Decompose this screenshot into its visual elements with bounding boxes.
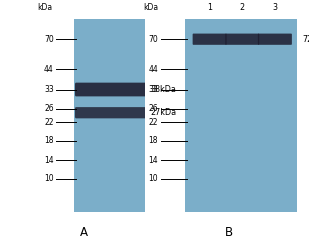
FancyBboxPatch shape <box>75 83 146 96</box>
Text: kDa: kDa <box>143 3 158 12</box>
Bar <box>185 19 297 212</box>
Text: 10: 10 <box>148 174 158 183</box>
Text: 44: 44 <box>148 65 158 74</box>
Text: 70: 70 <box>148 35 158 44</box>
Text: A: A <box>79 226 87 236</box>
Text: 38kDa: 38kDa <box>150 85 176 94</box>
Text: 33: 33 <box>44 85 54 94</box>
Text: 26: 26 <box>148 104 158 113</box>
Text: 70: 70 <box>44 35 54 44</box>
FancyBboxPatch shape <box>75 107 146 118</box>
Text: 18: 18 <box>44 136 54 145</box>
FancyBboxPatch shape <box>193 34 226 45</box>
Text: B: B <box>225 226 233 236</box>
Text: 22: 22 <box>44 118 54 127</box>
Bar <box>74 19 145 212</box>
Text: 14: 14 <box>44 156 54 165</box>
Text: kDa: kDa <box>37 3 53 12</box>
Text: 3: 3 <box>273 3 277 12</box>
Text: 33: 33 <box>148 85 158 94</box>
FancyBboxPatch shape <box>225 34 259 45</box>
Text: 10: 10 <box>44 174 54 183</box>
Text: 18: 18 <box>148 136 158 145</box>
Text: 27kDa: 27kDa <box>150 108 176 117</box>
Text: 1: 1 <box>207 3 212 12</box>
Text: 72kDa: 72kDa <box>302 35 309 44</box>
Text: 2: 2 <box>240 3 245 12</box>
FancyBboxPatch shape <box>258 34 292 45</box>
Text: 14: 14 <box>148 156 158 165</box>
Text: 22: 22 <box>148 118 158 127</box>
Text: 26: 26 <box>44 104 54 113</box>
Text: 44: 44 <box>44 65 54 74</box>
